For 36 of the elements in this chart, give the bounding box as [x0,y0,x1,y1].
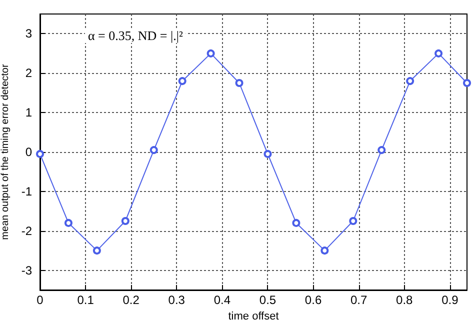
y-tick-label: -2 [21,224,32,238]
point [121,217,130,225]
x-tick-label: 0.1 [77,293,94,307]
x-tick-label: 0.4 [214,293,231,307]
point [206,49,215,58]
point [434,49,443,58]
x-tick-label: 0.7 [350,293,368,307]
point [36,150,44,158]
x-tick-label: 0.6 [304,293,322,307]
x-axis-title: time offset [228,310,279,322]
y-tick-label: -3 [21,263,32,278]
x-tick-label: 0.3 [168,293,186,307]
point [235,79,244,87]
point [463,79,471,87]
y-tick-label: 2 [25,66,32,80]
point [150,146,158,154]
y-tick-label: -1 [21,184,32,198]
annotation: α = 0.35, ND = |.|² [88,28,183,43]
point [264,150,272,158]
point [64,218,72,227]
y-axis-title: mean output of the timing error detector [0,64,11,240]
point [378,146,386,154]
point [349,217,358,225]
x-tick-label: 0.5 [259,293,276,307]
point [292,218,300,227]
y-tick-label: 1 [25,106,32,120]
point [178,77,186,86]
y-tick-label: 0 [25,145,32,159]
x-tick-label: 0 [36,293,44,307]
x-tick-label: 0.9 [442,293,459,307]
point [320,246,329,255]
y-tick-label: 3 [25,26,32,41]
point [92,246,101,255]
point [406,77,414,86]
x-tick-label: 0.2 [122,293,140,307]
x-tick-label: 0.8 [396,293,414,307]
